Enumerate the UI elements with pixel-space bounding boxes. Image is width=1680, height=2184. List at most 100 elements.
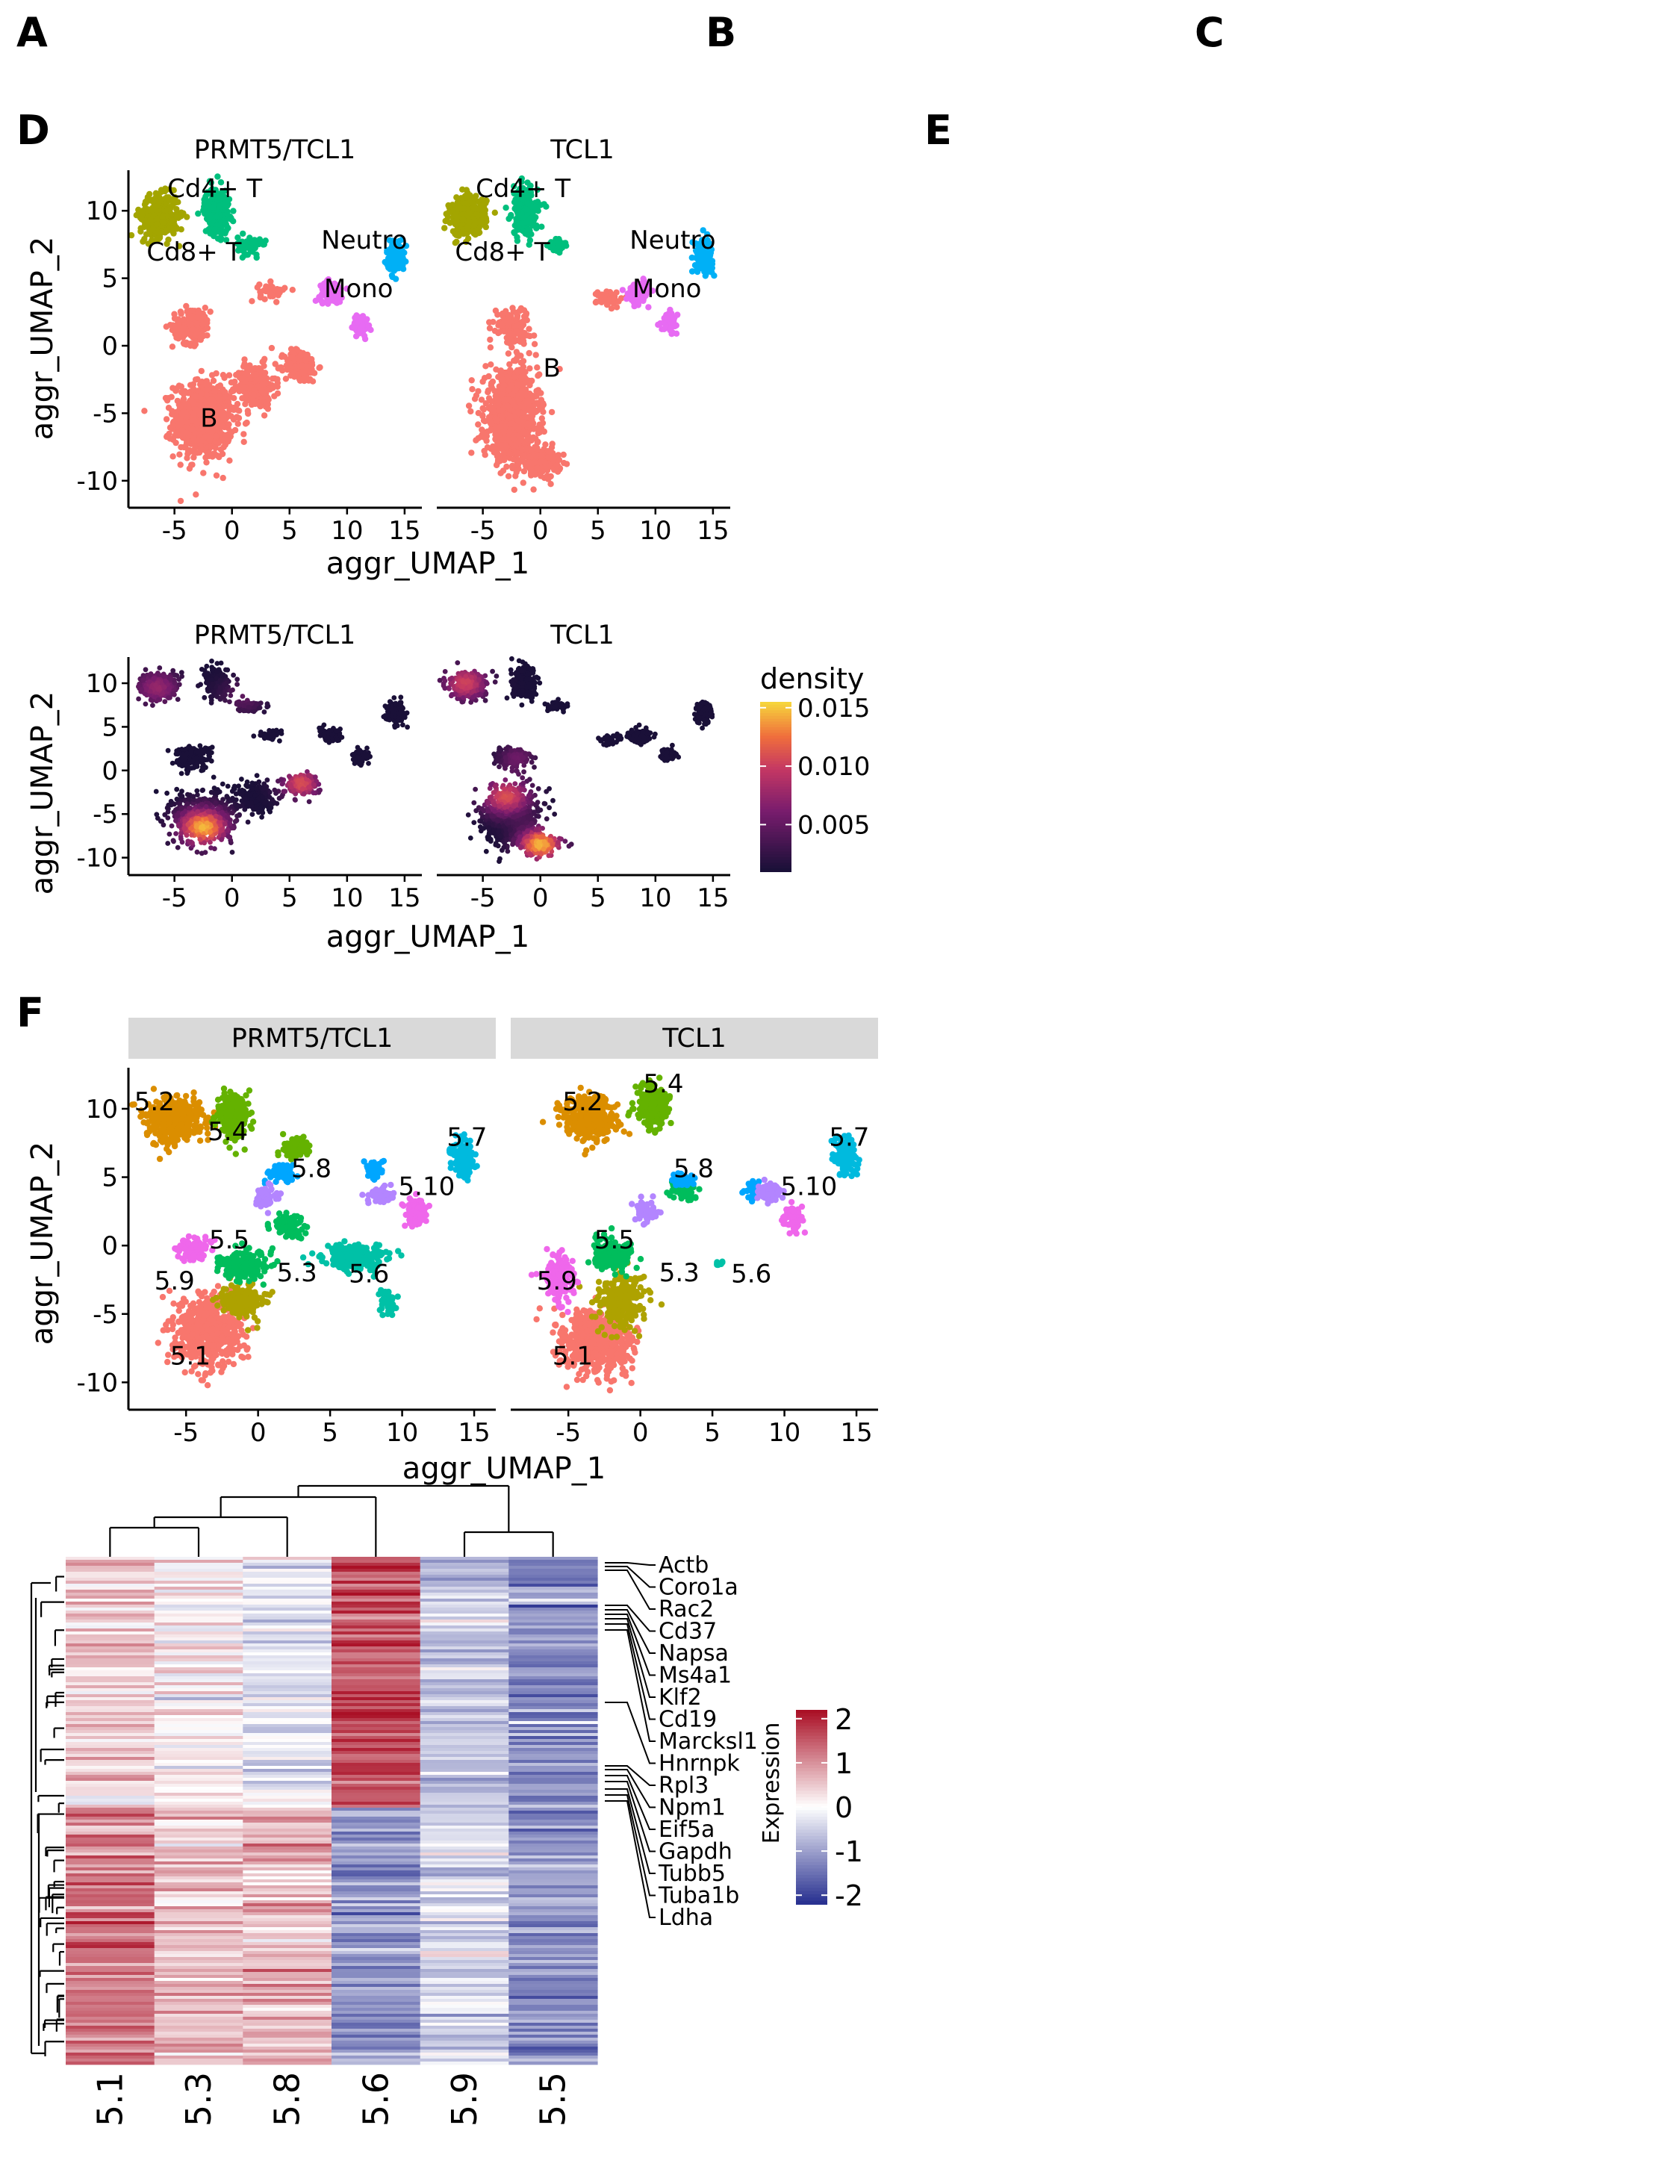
point [211,785,217,791]
point [492,388,499,395]
point [667,326,673,333]
point [317,364,323,371]
panel-label-f: F [16,989,44,1036]
point [211,774,217,780]
point [219,411,225,419]
point [192,376,199,383]
point [497,367,504,375]
point [482,452,488,458]
point [538,473,544,479]
point [213,432,220,440]
point [173,225,181,232]
point [160,220,167,226]
point [367,326,374,333]
point [228,413,234,420]
x-tick-label: 15 [697,516,729,546]
point [155,199,162,206]
point [460,217,467,223]
point [488,403,494,410]
point [466,210,473,217]
point [179,435,187,441]
point [173,831,179,836]
point [513,328,520,335]
point [544,462,550,470]
point [244,408,251,414]
point [230,208,237,214]
point [709,269,715,276]
point [528,437,535,444]
point [174,786,180,792]
point [509,462,516,470]
point [261,370,269,376]
point [494,417,500,423]
point [153,221,161,228]
point [526,453,533,460]
point [511,486,517,494]
point [531,332,538,339]
x-tick-label: 10 [331,516,363,546]
point [529,412,536,419]
point [673,330,680,337]
point [520,381,527,388]
point [469,386,476,393]
point [475,421,482,428]
point [195,311,202,317]
point [253,251,260,258]
point [468,377,475,384]
point [526,382,533,389]
point [165,841,171,846]
point [230,810,235,816]
point [529,209,536,217]
point [473,437,479,444]
point [240,363,247,370]
point [498,407,505,414]
point [550,245,557,252]
point [444,214,452,220]
point [506,450,513,457]
point [198,391,205,397]
point [531,407,538,414]
point [538,451,545,458]
point [146,231,153,237]
point [520,479,526,486]
point [619,287,626,293]
cluster-label: Mono [632,274,702,304]
point [226,457,233,464]
point [514,351,521,358]
point [532,458,538,466]
point [550,457,557,464]
point [525,420,532,428]
point [547,473,554,480]
point [459,186,466,193]
point [164,433,170,441]
point [257,237,264,245]
point [220,781,225,787]
facet-title-tcl1: TCL1 [550,135,615,165]
point [645,304,652,311]
point [465,402,473,409]
point [555,452,561,458]
point [177,461,184,468]
point [536,371,543,378]
point [555,237,561,244]
x-tick-label: 0 [224,516,240,546]
point [297,352,304,359]
point [231,426,239,434]
point [249,239,255,246]
point [494,434,501,441]
point [190,326,196,333]
point [202,305,208,311]
panel-label-a: A [16,9,48,56]
point [299,369,305,376]
point [180,316,187,323]
point [182,389,189,396]
umap-points-tcl1 [441,175,718,494]
point [197,442,205,449]
point [452,218,458,225]
point [210,377,217,385]
point [608,305,615,312]
x-tick-label: -5 [470,516,496,546]
point [499,391,505,398]
point [171,311,178,317]
x-tick-label: -5 [162,516,187,546]
